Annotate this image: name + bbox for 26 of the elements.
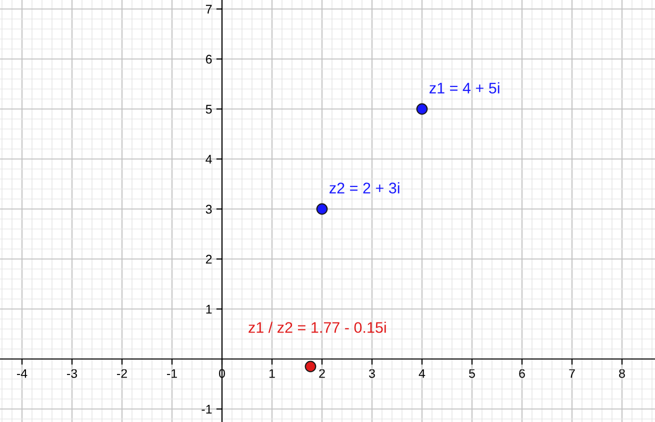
- annotation: z1 / z2 = 1.77 - 0.15i: [248, 322, 386, 333]
- x-tick-label: -2: [117, 369, 127, 378]
- y-tick-label: 6: [206, 54, 212, 64]
- y-tick-label: 2: [206, 254, 212, 264]
- x-tick-label: 1: [269, 369, 275, 378]
- x-tick-label: -1: [167, 369, 177, 378]
- point: [304, 360, 316, 372]
- y-tick-label: 5: [206, 104, 212, 114]
- point: [316, 203, 328, 215]
- x-tick-label: -4: [17, 369, 28, 378]
- x-tick-label: 6: [519, 369, 525, 378]
- annotation: z2 = 2 + 3i: [330, 182, 400, 194]
- x-tick-label: 7: [569, 369, 575, 378]
- x-tick-label: 5: [469, 369, 475, 378]
- y-tick-label: -1: [202, 404, 212, 414]
- y-tick-label: 7: [206, 4, 212, 14]
- x-tick-label: 2: [319, 369, 325, 378]
- x-tick-label: 3: [369, 369, 375, 378]
- y-tick-label: 1: [206, 304, 212, 314]
- x-tick-label: 4: [418, 369, 426, 378]
- y-tick-label: 4: [206, 154, 212, 164]
- x-tick-label: 8: [619, 369, 625, 378]
- annotation: z1 = 4 + 5i: [430, 82, 500, 94]
- point: [416, 103, 428, 115]
- x-tick-label: -3: [67, 369, 78, 378]
- y-tick-label: 3: [206, 204, 212, 214]
